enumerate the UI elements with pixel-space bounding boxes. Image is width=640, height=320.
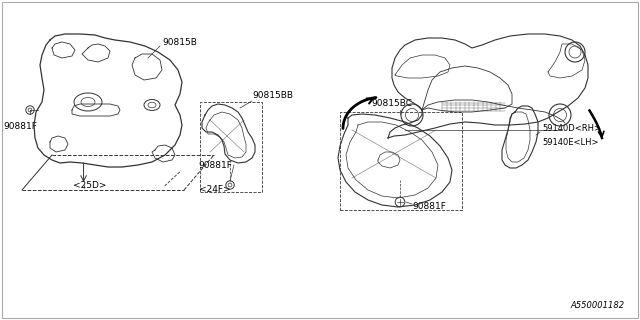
Text: <24F>: <24F> xyxy=(199,186,231,195)
Text: <25D>: <25D> xyxy=(73,180,107,189)
Text: 90881F: 90881F xyxy=(412,202,446,211)
Text: 90815BC: 90815BC xyxy=(371,99,413,108)
Text: 59140E<LH>: 59140E<LH> xyxy=(542,138,598,147)
Text: 90815BB: 90815BB xyxy=(252,91,293,100)
Text: 59140D<RH>: 59140D<RH> xyxy=(542,124,601,132)
Text: A550001182: A550001182 xyxy=(571,301,625,310)
Text: 90815B: 90815B xyxy=(162,37,197,46)
Text: 90881F: 90881F xyxy=(198,161,232,170)
Text: 90881F: 90881F xyxy=(3,122,37,131)
